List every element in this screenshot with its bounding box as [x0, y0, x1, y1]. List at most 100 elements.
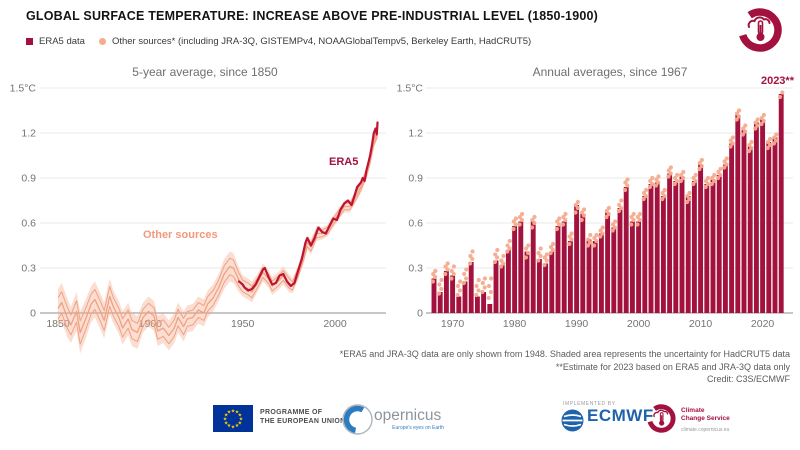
other-source-dot: [458, 279, 463, 284]
other-source-dot: [501, 253, 506, 259]
other-source-dot: [722, 159, 727, 164]
other-source-dot: [687, 196, 692, 202]
star-icon: ★: [238, 412, 243, 418]
other-source-dot: [604, 214, 609, 220]
other-source-dot: [685, 193, 690, 199]
other-source-dot: [743, 129, 748, 134]
other-source-dot: [489, 276, 494, 281]
temperature-bar: [549, 251, 555, 313]
other-source-dot: [526, 250, 531, 256]
other-source-dot: [747, 142, 752, 148]
temperature-bar: [493, 260, 499, 313]
left-chart-title: 5-year average, since 1850: [132, 65, 278, 79]
other-source-dot: [753, 120, 758, 125]
temperature-bar: [679, 176, 685, 313]
temperature-bar: [555, 226, 561, 313]
temperature-bar: [660, 196, 666, 313]
temperature-bar: [667, 173, 673, 313]
other-source-dot: [542, 262, 547, 268]
other-source-dot: [557, 216, 562, 221]
temperature-bar: [487, 304, 493, 313]
other-source-dot: [610, 222, 616, 227]
other-source-dot: [536, 258, 541, 263]
other-source-dot: [544, 252, 549, 257]
other-source-dot: [598, 228, 603, 233]
other-source-dot: [439, 286, 444, 292]
temperature-bar: [629, 221, 635, 313]
other-source-dot: [755, 123, 760, 128]
other-source-dot: [524, 246, 529, 251]
other-source-dot: [517, 214, 523, 220]
other-source-dot: [703, 178, 709, 184]
other-source-dot: [761, 112, 766, 118]
other-source-dot: [637, 211, 642, 217]
other-source-dot: [629, 214, 634, 220]
other-source-dot: [778, 94, 783, 100]
other-source-dot: [563, 211, 568, 217]
other-source-dot: [728, 138, 733, 143]
other-source-dot: [476, 288, 481, 293]
y-tick-label: 1.5°C: [10, 83, 37, 95]
other-source-dot: [631, 211, 636, 217]
other-source-dot: [693, 172, 698, 178]
era5-legend-label: ERA5 data: [39, 36, 85, 47]
other-sources-line: [57, 136, 378, 345]
flag-field: [213, 405, 253, 432]
other-source-dot: [734, 111, 740, 116]
other-source-dot: [619, 205, 624, 211]
other-source-dot: [755, 117, 760, 122]
temperature-bar: [561, 221, 567, 313]
temperature-bar: [518, 221, 524, 313]
other-source-dot: [674, 178, 679, 184]
temperature-bar: [468, 262, 474, 313]
other-source-dot: [551, 241, 556, 247]
other-source-dot: [774, 138, 779, 143]
star-icon: ★: [235, 423, 240, 429]
other-source-dot: [586, 237, 591, 242]
other-source-dot: [765, 145, 770, 151]
other-source-dot: [579, 217, 584, 223]
other-source-dot: [592, 235, 597, 241]
other-source-dot: [660, 196, 665, 202]
x-tick-label: 1990: [565, 318, 589, 330]
other-source-dot: [736, 114, 741, 119]
other-source-dot: [699, 163, 704, 169]
other-source-dot: [579, 210, 585, 215]
other-source-dot: [505, 249, 510, 254]
other-source-dot: [501, 261, 506, 266]
other-source-dot: [699, 157, 704, 163]
other-source-dot: [625, 183, 630, 188]
other-source-dot: [598, 234, 603, 239]
other-source-dot: [629, 222, 634, 227]
temperature-bar: [512, 226, 518, 313]
other-source-dot: [718, 172, 723, 178]
other-source-dot: [654, 177, 659, 182]
x-tick-label: 1980: [503, 318, 527, 330]
x-tick-label: 1970: [441, 318, 465, 330]
other-source-dot: [716, 175, 721, 181]
star-icon: ★: [238, 420, 243, 426]
other-source-dot: [753, 126, 758, 131]
other-source-dot: [488, 289, 493, 295]
temperature-bar: [543, 263, 549, 313]
copernicus-wordmark: opernicus: [374, 407, 442, 424]
temperature-bar: [698, 164, 704, 313]
other-source-dot: [606, 205, 611, 211]
other-source-dot: [585, 243, 590, 248]
other-source-dot: [486, 283, 492, 289]
x-tick-label: 2000: [323, 318, 347, 330]
other-source-dot: [662, 187, 667, 193]
other-source-dot: [724, 156, 729, 161]
other-source-dot: [613, 219, 618, 224]
temperature-bar: [586, 239, 592, 313]
other-source-dot: [482, 285, 487, 290]
other-source-dot: [480, 289, 485, 295]
other-source-dot: [662, 193, 667, 199]
y-tick-label: 0.6: [408, 218, 423, 230]
temperature-bar: [437, 292, 443, 313]
thermometer-bulb: [659, 420, 665, 426]
other-source-dot: [606, 211, 611, 217]
other-source-dot: [492, 259, 497, 265]
other-source-dot: [681, 175, 686, 181]
